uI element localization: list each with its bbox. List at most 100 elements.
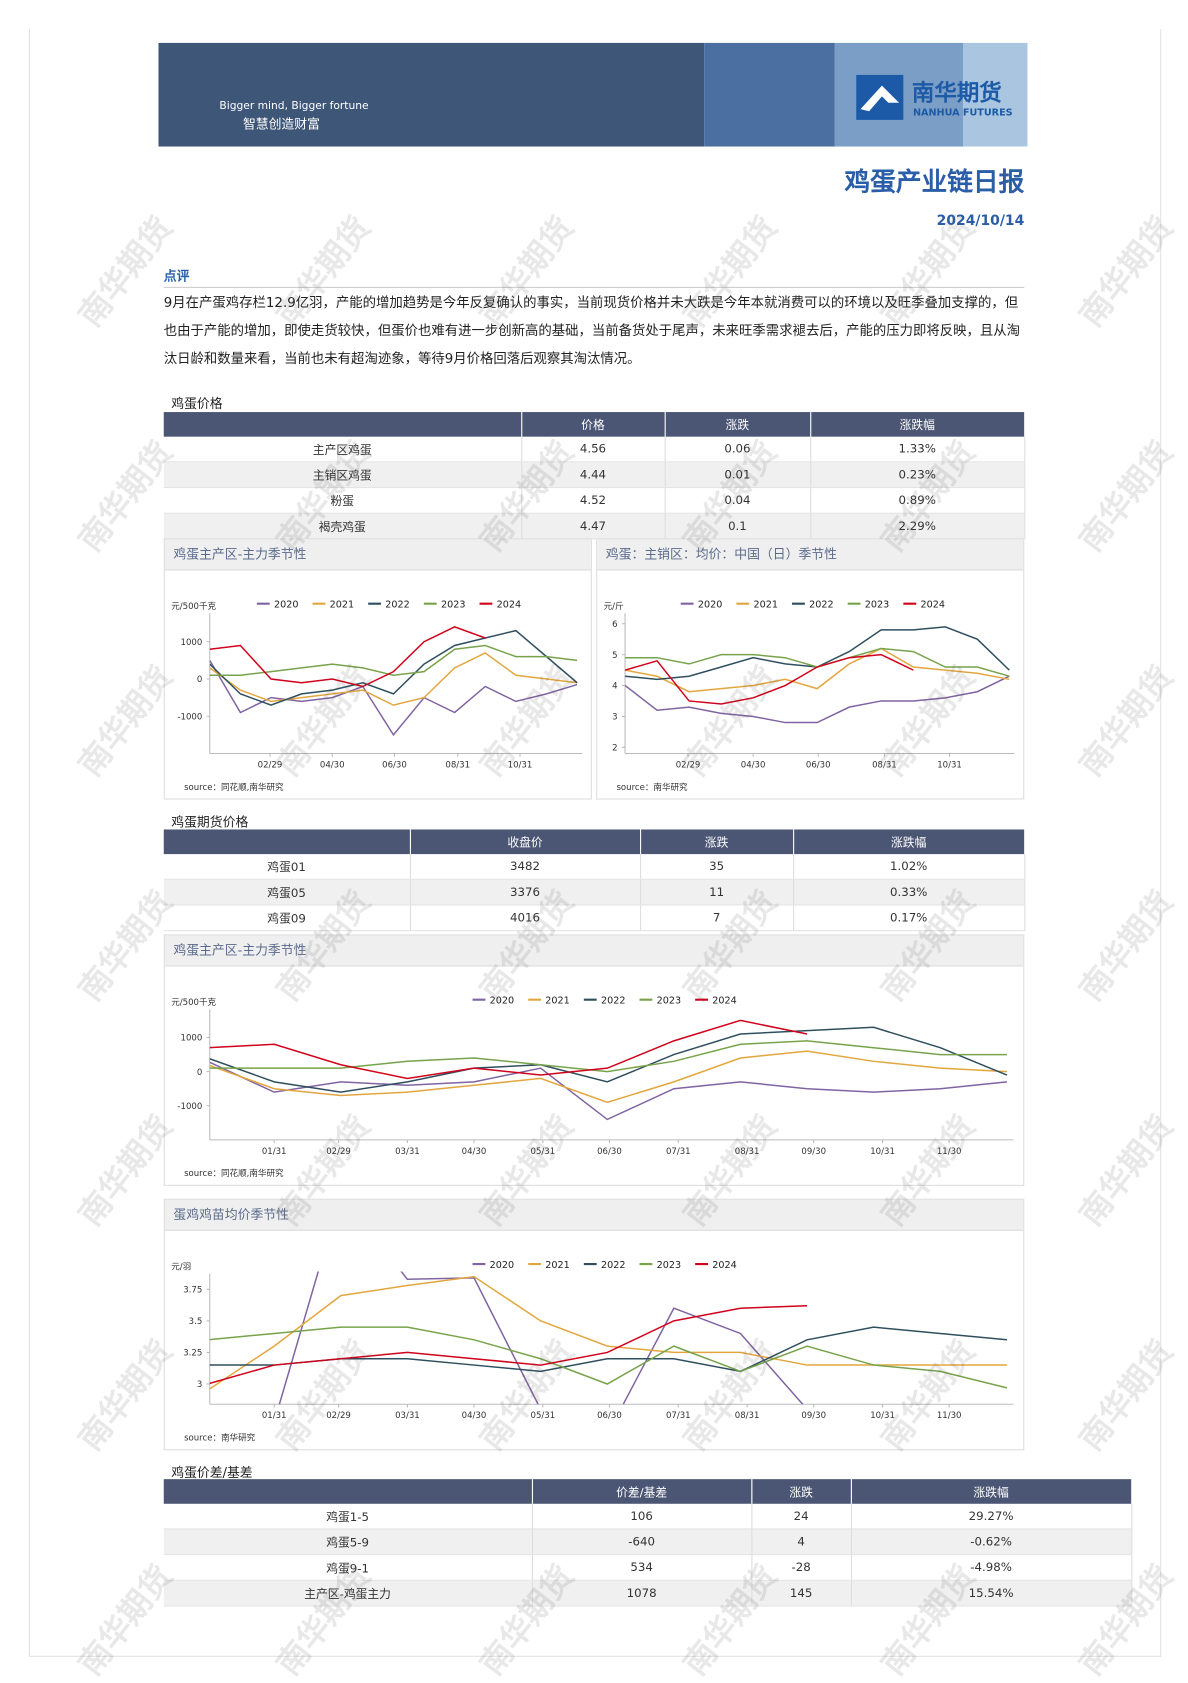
table-cell: 褐壳鸡蛋: [163, 513, 522, 540]
table-cell: 7: [640, 904, 794, 932]
x-tick-label: 09/30: [801, 1411, 826, 1421]
series-line: [209, 644, 578, 677]
x-tick-label: 09/30: [801, 1147, 826, 1157]
table-cell: 0.89%: [810, 487, 1025, 514]
banner-bg: [158, 42, 705, 147]
table-cell: 鸡蛋01: [163, 854, 411, 880]
table-cell: 534: [531, 1554, 752, 1581]
chart: 元/500千克 -1000 0 1000 01/31 02/29 03/31 04/30 05/…: [171, 995, 1014, 1179]
y-tick-label: 0: [197, 675, 202, 685]
series-line: [209, 1050, 1007, 1104]
table-row: 鸡蛋05 3376 11 0.33%: [163, 879, 1025, 906]
table-cell: 鸡蛋1-5: [163, 1503, 533, 1530]
y-tick-label: 3: [612, 713, 617, 723]
table-row: 粉蛋 4.52 0.04 0.89%: [163, 487, 1025, 514]
legend-label: 2020: [698, 599, 723, 610]
y-tick-label: -1000: [177, 712, 202, 722]
y-tick-label: 3.25: [183, 1349, 202, 1359]
table-cell: 24: [751, 1503, 852, 1530]
table-cell: 0.33%: [793, 879, 1025, 906]
y-tick-label: 3.5: [189, 1317, 203, 1327]
chart: 元/斤 2 3 4 5 6 02/29 04/30 06/30 08/31 10/31 2020 202…: [604, 599, 1015, 793]
table-cell: 主销区鸡蛋: [163, 461, 522, 489]
x-tick-label: 04/30: [741, 760, 766, 770]
legend-label: 2023: [865, 599, 890, 610]
logo-cn: 南华期货: [912, 80, 1002, 107]
table-row: 主销区鸡蛋 4.44 0.01 0.23%: [163, 461, 1025, 489]
x-tick-label: 11/30: [937, 1147, 962, 1157]
table-cell: -640: [531, 1528, 752, 1556]
y-tick-label: 3.75: [183, 1286, 202, 1296]
series-line: [209, 1061, 1008, 1121]
data-table: 收盘价 涨跌 涨跌幅 鸡蛋01 3482 35 1.02% 鸡蛋05 3376 11 0.33% 鸡蛋…: [163, 829, 1025, 932]
x-tick-label: 11/30: [937, 1411, 962, 1421]
header-cell: 涨跌幅: [850, 1479, 1132, 1504]
chart-source: source：南华研究: [184, 1432, 256, 1444]
legend-label: 2021: [753, 599, 777, 610]
comment-heading: 点评: [163, 268, 190, 284]
table-cell: 0.01: [664, 461, 811, 489]
series-line: [209, 1326, 1008, 1389]
slogan-en: Bigger mind, Bigger fortune: [219, 99, 368, 112]
table-cell: 1.33%: [810, 436, 1025, 463]
series-line: [209, 659, 578, 737]
series-line: [209, 1305, 808, 1385]
x-tick-label: 04/30: [320, 760, 345, 770]
series-line: [209, 652, 578, 706]
table-cell: 0.17%: [793, 904, 1025, 932]
header-cell: 涨跌幅: [810, 412, 1025, 437]
series-line: [209, 1019, 808, 1080]
x-tick-label: 10/31: [937, 760, 962, 770]
series-line: [209, 629, 578, 706]
series-line: [625, 653, 914, 705]
x-tick-label: 08/31: [872, 760, 897, 770]
chart: 元/羽 3 3.25 3.5 3.75 01/31 02/29 03/31 04/30 05/31…: [171, 1260, 1014, 1444]
divider: [163, 286, 1025, 288]
legend-label: 2021: [545, 1260, 570, 1271]
y-tick-label: 3: [197, 1380, 202, 1390]
x-tick-label: 02/29: [326, 1147, 351, 1157]
table-cell: 4.44: [521, 461, 666, 489]
table-cell: 106: [531, 1503, 752, 1530]
logo-icon: [856, 74, 904, 120]
header-cell: [163, 1479, 533, 1504]
series-line: [625, 675, 1010, 724]
data-table: 价格 涨跌 涨跌幅 主产区鸡蛋 4.56 0.06 1.33% 主销区鸡蛋 4.44 0.01 0.…: [163, 412, 1025, 540]
series-line: [625, 647, 1010, 693]
table-row: 鸡蛋9-1 534 -28 -4.98%: [163, 1554, 1132, 1581]
table-cell: -0.62%: [850, 1528, 1132, 1556]
table-row: 鸡蛋1-5 106 24 29.27%: [163, 1503, 1132, 1530]
table-cell: -28: [751, 1554, 852, 1581]
y-tick-label: 5: [612, 651, 617, 661]
logo-en: NANHUA FUTURES: [913, 108, 1013, 119]
legend-label: 2022: [601, 1260, 625, 1271]
y-axis-unit: 元/斤: [604, 601, 624, 612]
table-cell: 1.02%: [793, 854, 1025, 880]
table-cell: -4.98%: [850, 1554, 1132, 1581]
x-tick-label: 04/30: [462, 1147, 487, 1157]
x-tick-label: 04/30: [462, 1411, 487, 1421]
legend-label: 2020: [490, 995, 515, 1006]
chart-source: source：同花顺,南华研究: [184, 1167, 284, 1179]
x-tick-label: 10/31: [870, 1411, 895, 1421]
header-cell: 价格: [521, 412, 666, 437]
table-cell: 2.29%: [810, 513, 1025, 540]
legend-label: 2024: [712, 1260, 736, 1271]
legend-label: 2022: [385, 599, 410, 610]
comment-text: 9月在产蛋鸡存栏12.9亿羽，产能的增加趋势是今年反复确认的事实，当前现货价格并…: [163, 294, 1021, 367]
section-title: 鸡蛋价差/基差: [171, 1465, 253, 1481]
y-axis-unit: 元/羽: [171, 1261, 191, 1272]
table-cell: 4.52: [521, 487, 666, 514]
y-tick-label: 2: [612, 744, 617, 754]
table-cell: 0.23%: [810, 461, 1025, 489]
x-tick-label: 08/31: [445, 760, 470, 770]
table-row: 褐壳鸡蛋 4.47 0.1 2.29%: [163, 513, 1025, 540]
table-cell: 4: [751, 1528, 852, 1556]
table-row: 鸡蛋01 3482 35 1.02%: [163, 854, 1025, 880]
table-cell: 4016: [409, 904, 641, 932]
y-tick-label: -1000: [177, 1102, 202, 1112]
y-tick-label: 0: [197, 1068, 202, 1078]
legend-label: 2021: [330, 599, 355, 610]
table-cell: 1078: [531, 1580, 752, 1607]
